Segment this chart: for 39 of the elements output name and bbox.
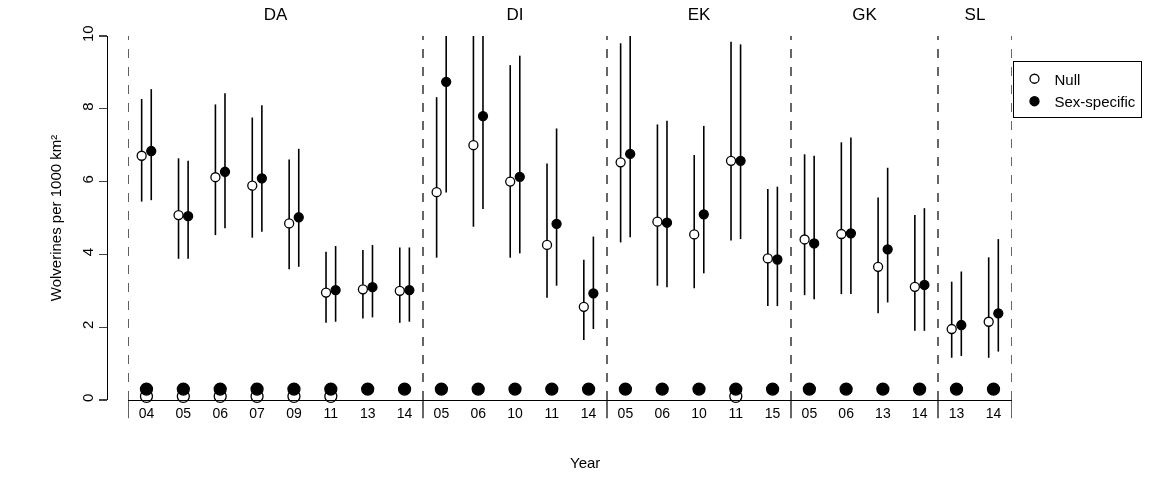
x-tick-label: 11 [728,405,744,421]
x-tick-label: 11 [323,405,339,421]
y-tick-label: 8 [79,102,96,111]
x-tick-label: 15 [764,405,781,421]
x-tick-label: 05 [617,405,634,421]
x-tick-label: 13 [359,405,376,421]
x-tick-label: 06 [654,405,671,421]
x-tick-label: 05 [175,405,192,421]
x-axis-title: Year [569,454,600,471]
x-tick-label: 04 [138,405,155,421]
x-tick-label: 07 [249,405,266,421]
x-tick-label: 10 [691,405,707,421]
x-tick-label: 13 [949,405,965,421]
x-tick-label: 14 [986,405,1002,421]
x-tick-label: 13 [875,405,891,421]
x-tick-label: 05 [433,405,450,421]
legend-label: Null [1054,70,1081,88]
legend-label: Sex-specific [1054,93,1137,111]
chart-title: SL [964,4,986,24]
chart-title: DA [263,4,288,24]
x-tick-label: 14 [396,405,413,421]
y-axis-title: Wolverines per 1000 km² [47,134,65,302]
x-tick-label: 14 [580,405,597,421]
x-tick-label: 05 [801,405,818,421]
x-tick-label: 06 [838,405,855,421]
x-tick-label: 10 [506,405,523,421]
x-tick-label: 06 [212,405,229,421]
y-tick-label: 2 [79,320,96,330]
x-tick-label: 06 [470,405,486,421]
y-tick-label: 6 [79,175,96,184]
x-tick-label: 11 [544,405,559,421]
y-tick-label: 4 [79,247,96,257]
chart-title: EK [687,4,711,24]
y-tick-label: 0 [79,393,96,402]
y-tick-label: 10 [79,25,96,43]
x-tick-label: 14 [911,405,928,421]
chart-title: GK [852,4,878,24]
x-tick-label: 09 [286,405,302,421]
chart-title: DI [506,4,524,24]
